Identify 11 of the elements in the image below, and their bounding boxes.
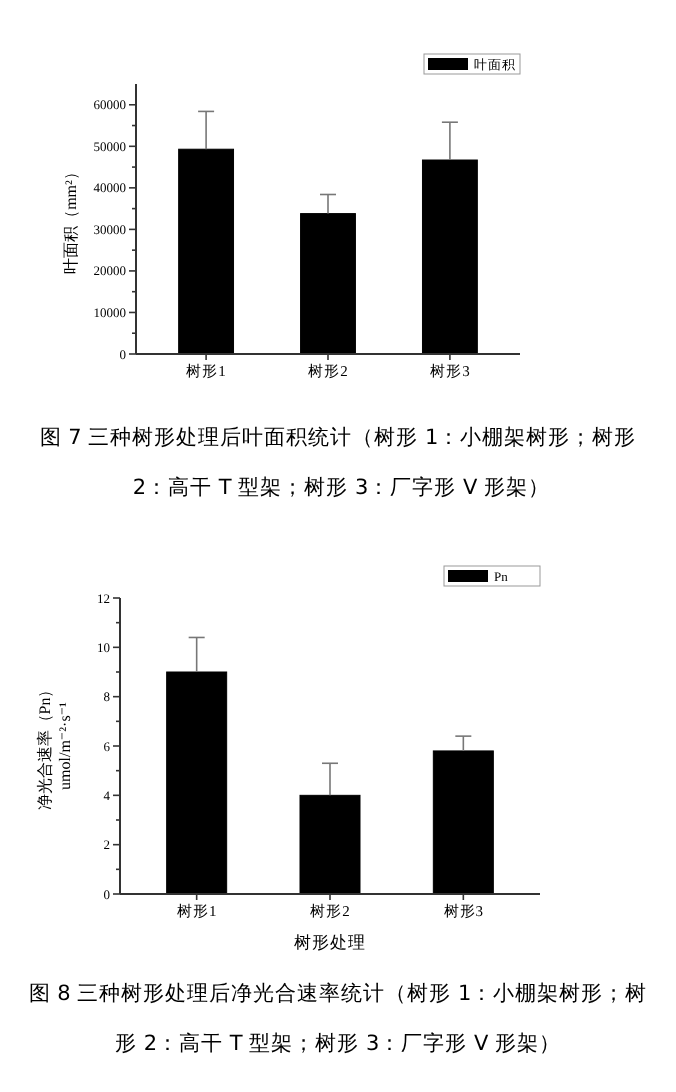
bar [299, 794, 361, 895]
bar [166, 671, 228, 895]
x-axis-title: 树形处理 [294, 932, 366, 952]
y-axis-title: 叶面积（mm²） [62, 164, 80, 274]
text: 图 8 三种树形处理后净光合速率统计（树形 1：小棚架树形；树形 2：高干 T 型架；树形 3：厂字形 V 形架） [28, 982, 648, 1056]
bar [432, 750, 494, 895]
text: 图 7 三种树形处理后叶面积统计（树形 1：小棚架树形；树形 2：高干 T 型架；树形 3：厂字形 V 形架） [39, 426, 637, 500]
bar [178, 148, 235, 355]
bar [300, 213, 356, 355]
y-axis-title: 净光合速率（Pn） umol/m⁻²·s⁻¹ [36, 681, 74, 811]
bar [421, 159, 478, 355]
